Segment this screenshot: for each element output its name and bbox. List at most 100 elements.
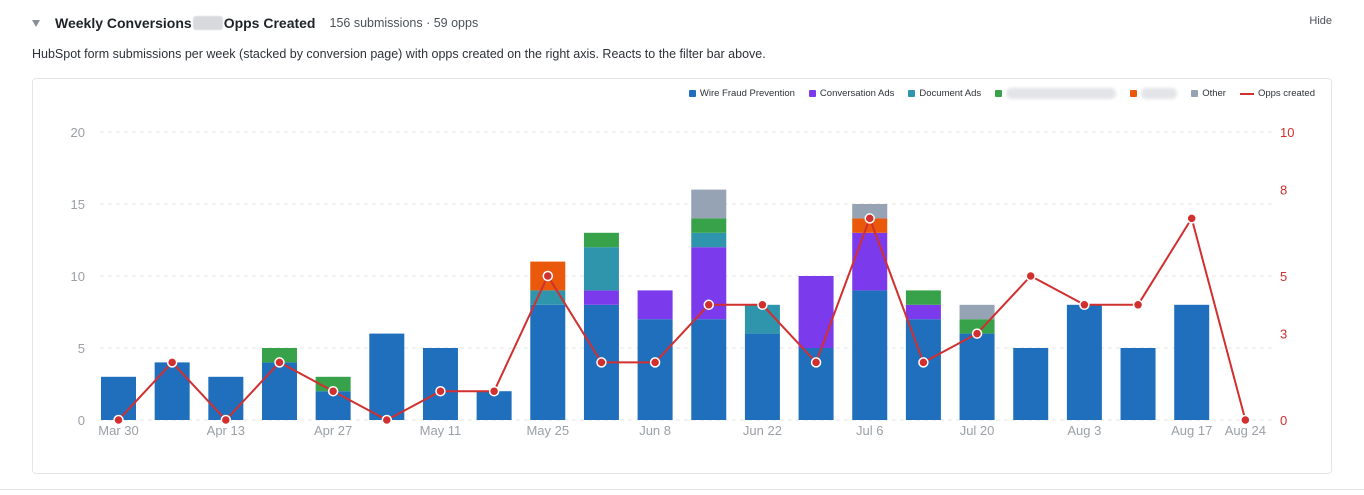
bar-segment	[744, 333, 780, 420]
bar-segment	[369, 333, 405, 420]
opps-point	[166, 357, 178, 368]
opps-point	[220, 414, 232, 426]
opps-point	[274, 357, 285, 368]
section-title: Weekly Conversions Opps Created	[55, 15, 316, 31]
opps-point	[810, 357, 822, 368]
opps-point	[1079, 299, 1090, 311]
x-tick-label: Aug 17	[1171, 423, 1212, 438]
opps-line	[117, 215, 1247, 422]
legend-label: Opps created	[1257, 88, 1315, 99]
y2-tick-label: 0	[1280, 413, 1287, 428]
bar-segment	[798, 276, 834, 348]
bar-segment	[905, 290, 941, 305]
y-tick-label: 15	[71, 197, 85, 212]
legend-item[interactable]: Opps created	[1239, 88, 1315, 99]
conversions-chart: 0 5 10 15 20 0 3 5 8 10 Mar 30 Apr 13 Apr 27 May 11 Ma…	[71, 125, 1295, 438]
bar-segment	[852, 218, 888, 233]
bar-segment	[101, 376, 136, 420]
opps-point	[971, 328, 983, 339]
legend-redacted-label	[1006, 88, 1117, 99]
legend-swatch	[995, 90, 1003, 97]
bar-segment	[261, 362, 297, 420]
bar-segment	[691, 218, 727, 233]
bar-segment	[1013, 348, 1049, 420]
bar-segment	[905, 319, 941, 420]
bar-segment	[852, 290, 888, 420]
opps-point	[703, 299, 715, 311]
x-tick-label: Aug 24	[1225, 423, 1266, 438]
x-tick-label: Jun 22	[743, 423, 782, 438]
legend-item[interactable]	[1130, 88, 1178, 99]
y2-tick-label: 5	[1280, 269, 1287, 284]
legend-item[interactable]: Wire Fraud Prevention	[688, 88, 795, 99]
section-description: HubSpot form submissions per week (stack…	[32, 47, 766, 61]
bar-segment	[583, 232, 619, 248]
section-meta: 156 submissions · 59 opps	[329, 16, 479, 30]
legend-line-swatch	[1239, 92, 1254, 95]
title-left: Weekly Conversions	[55, 15, 192, 31]
bar-segment	[1120, 348, 1156, 420]
x-tick-label: Apr 13	[207, 423, 245, 438]
chart-card: Wire Fraud Prevention Conversation Ads Doc…	[32, 78, 1332, 474]
title-right: Opps Created	[223, 15, 316, 31]
bar-segment	[1174, 304, 1210, 420]
bar-segment	[583, 247, 619, 291]
redacted-title-word	[192, 16, 223, 30]
opps-point	[757, 299, 768, 311]
bar-segment	[530, 304, 566, 420]
opps-point	[1132, 299, 1144, 311]
opps-point	[1025, 270, 1036, 282]
opps-point	[113, 414, 124, 426]
bar-segment	[154, 362, 190, 420]
y2-tick-label: 3	[1280, 327, 1287, 342]
legend-label: Document Ads	[919, 88, 982, 99]
opps-point	[542, 270, 554, 282]
x-tick-label: Apr 27	[314, 423, 352, 438]
opps-point	[1186, 213, 1197, 224]
bar-segment	[1066, 304, 1102, 420]
chart-legend: Wire Fraud Prevention Conversation Ads Doc…	[688, 88, 1315, 99]
y2-tick-label: 10	[1280, 125, 1294, 140]
opps-point	[435, 385, 446, 397]
opps-point	[488, 385, 500, 397]
legend-swatch	[808, 90, 816, 97]
opps-point	[596, 357, 607, 368]
opps-point	[327, 385, 339, 397]
legend-item[interactable]: Other	[1191, 88, 1226, 99]
y-tick-label: 20	[71, 125, 85, 140]
x-tick-label: Jul 6	[856, 423, 883, 438]
hide-button[interactable]: Hide	[1309, 15, 1332, 27]
legend-label: Other	[1202, 88, 1226, 99]
section-header: Weekly Conversions Opps Created 156 subm…	[30, 12, 1334, 34]
y-tick-label: 0	[78, 413, 85, 428]
x-tick-label: Jul 20	[960, 423, 995, 438]
legend-item[interactable]: Document Ads	[908, 88, 981, 99]
legend-item[interactable]: Conversation Ads	[808, 88, 895, 99]
bar-segment	[905, 304, 941, 320]
bar-segment	[959, 304, 995, 320]
y-tick-label: 5	[78, 341, 85, 356]
x-tick-label: Mar 30	[98, 423, 138, 438]
legend-swatch	[1130, 90, 1138, 97]
bar-segment	[422, 348, 458, 420]
bar-segment	[959, 333, 995, 420]
bar-segment	[637, 319, 673, 420]
bar-segment	[691, 189, 727, 219]
bar-segment	[691, 232, 727, 248]
legend-swatch	[688, 90, 696, 97]
x-tick-label: Jun 8	[639, 423, 671, 438]
legend-label: Conversation Ads	[819, 88, 895, 99]
x-tick-label: Aug 3	[1067, 423, 1101, 438]
y-tick-label: 10	[71, 269, 85, 284]
bar-segment	[637, 290, 673, 320]
bar-segment	[261, 348, 297, 363]
legend-swatch	[908, 90, 916, 97]
x-tick-label: May 25	[526, 423, 569, 438]
legend-redacted-label	[1141, 88, 1178, 99]
legend-item[interactable]	[995, 88, 1117, 99]
collapse-caret-icon[interactable]	[32, 19, 40, 27]
bar-segment	[583, 290, 619, 305]
bar-segment	[852, 232, 888, 291]
opps-point	[918, 357, 929, 368]
